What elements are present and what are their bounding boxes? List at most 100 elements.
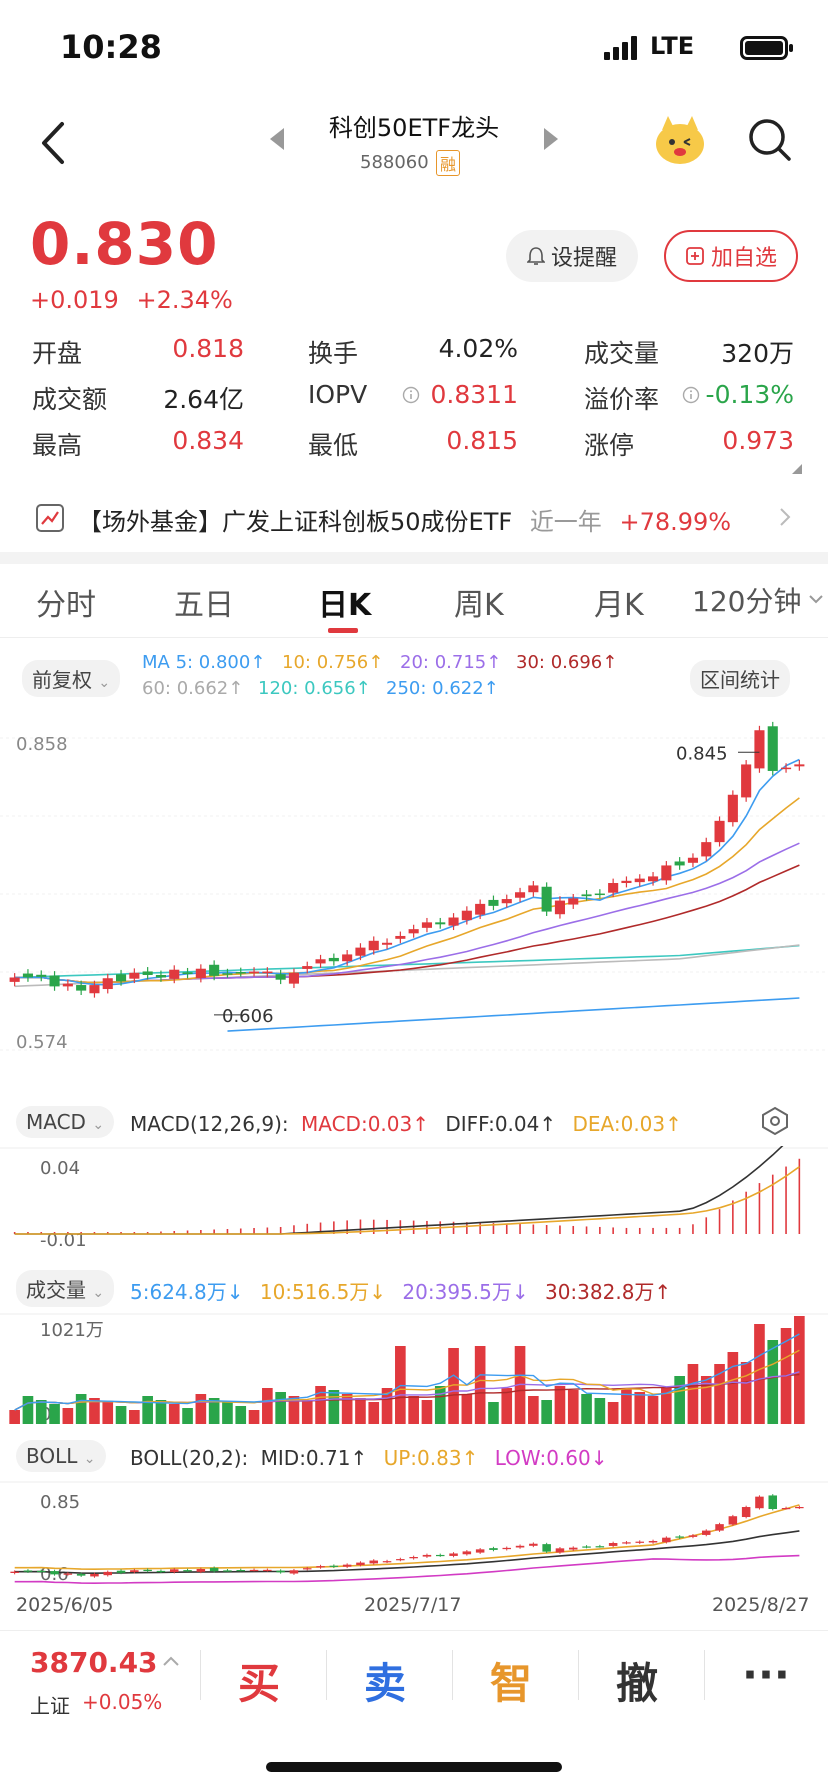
tab-4[interactable]: 月K xyxy=(594,588,644,623)
boll-candle-body xyxy=(515,1545,525,1548)
chevron-down-icon: ⌄ xyxy=(83,1451,96,1467)
boll-selector-label: BOLL xyxy=(26,1444,78,1468)
candle-body xyxy=(581,894,592,897)
boll-candle-body xyxy=(555,1548,565,1553)
macd-selector[interactable]: MACD ⌄ xyxy=(16,1106,115,1138)
boll-candle-body xyxy=(568,1547,578,1550)
volume-bar xyxy=(674,1376,685,1424)
macd-y-top: 0.04 xyxy=(40,1158,80,1179)
boll-candle-body xyxy=(63,1573,73,1575)
candle-body xyxy=(488,899,499,906)
trend-chart-icon xyxy=(36,504,64,532)
ma-line xyxy=(227,997,800,1032)
volume-bar xyxy=(129,1410,140,1424)
set-alert-button[interactable]: 设提醒 xyxy=(506,230,638,282)
quote-value: 0.8311 xyxy=(430,380,518,409)
candle-body xyxy=(514,892,526,898)
chevron-up-icon[interactable] xyxy=(162,1652,180,1671)
stock-code: 588060 xyxy=(360,152,429,173)
indicator-settings-button[interactable] xyxy=(760,1106,790,1140)
sell-button[interactable]: 卖 xyxy=(364,1659,407,1708)
ma-legend-item: 20: 0.715↑ xyxy=(400,652,502,673)
active-tab-indicator xyxy=(328,628,358,633)
tab-0[interactable]: 分时 xyxy=(36,588,96,623)
candle-body xyxy=(714,820,725,843)
stock-title: 科创50ETF龙头 xyxy=(328,114,500,142)
adjust-selector[interactable]: 前复权 ⌄ xyxy=(22,660,121,697)
volume-bar xyxy=(421,1400,433,1424)
diff-value: DIFF:0.04↑ xyxy=(445,1112,557,1136)
back-button[interactable] xyxy=(34,118,74,168)
smart-button[interactable]: 智 xyxy=(490,1659,533,1708)
bell-icon xyxy=(526,247,545,265)
related-fund-bar[interactable] xyxy=(0,490,828,546)
volume-bar xyxy=(408,1396,419,1424)
volume-bar xyxy=(448,1348,459,1424)
candle-body xyxy=(49,975,60,987)
candle-body xyxy=(647,876,659,882)
volume-bar xyxy=(49,1404,60,1424)
boll-candle-body xyxy=(103,1571,113,1576)
signal-icon xyxy=(604,36,640,60)
boll-candle-body xyxy=(263,1569,272,1572)
candle-body xyxy=(421,922,433,928)
boll-candle-body xyxy=(342,1564,352,1567)
chevron-down-icon[interactable] xyxy=(808,590,824,609)
boll-candle-body xyxy=(635,1541,645,1543)
candle-body xyxy=(275,974,286,980)
expand-corner-icon[interactable] xyxy=(792,464,802,474)
volume-bar xyxy=(301,1400,313,1424)
section-divider xyxy=(0,552,828,564)
candle-body xyxy=(741,764,752,798)
quote-value: 4.02% xyxy=(438,334,518,363)
buy-button[interactable]: 买 xyxy=(238,1659,281,1708)
boll-candle-body xyxy=(90,1573,99,1577)
candle-body xyxy=(661,865,672,881)
boll-selector[interactable]: BOLL ⌄ xyxy=(16,1440,106,1472)
cancel-order-button[interactable]: 撤 xyxy=(616,1659,659,1708)
boll-params: BOLL(20,2): xyxy=(130,1446,249,1470)
boll-y-top: 0.85 xyxy=(40,1492,80,1513)
divider xyxy=(200,1650,201,1700)
tab-5[interactable]: 120分钟 xyxy=(692,585,802,618)
margin-badge: 融 xyxy=(436,150,461,176)
vol-ma30: 30:382.8万↑ xyxy=(544,1280,672,1304)
volume-selector[interactable]: 成交量 ⌄ xyxy=(16,1270,115,1307)
quote-label: 最低 xyxy=(308,431,359,460)
tab-3[interactable]: 周K xyxy=(454,588,504,623)
volume-bar xyxy=(634,1392,646,1424)
vol-ma5: 5:624.8万↓ xyxy=(130,1280,244,1304)
chevron-down-icon: ⌄ xyxy=(92,1285,105,1301)
volume-bar xyxy=(541,1400,552,1424)
prev-stock-button[interactable] xyxy=(268,126,288,152)
boll-candle-body xyxy=(236,1570,246,1572)
tab-1[interactable]: 五日 xyxy=(174,588,234,623)
volume-bar xyxy=(488,1402,499,1424)
candle-body xyxy=(381,942,393,945)
candle-body xyxy=(89,985,100,994)
next-stock-button[interactable] xyxy=(540,126,560,152)
info-icon[interactable] xyxy=(402,386,420,408)
candle-body xyxy=(182,972,193,975)
boll-candle-body xyxy=(449,1553,458,1556)
add-watchlist-button[interactable]: 加自选 xyxy=(664,230,798,282)
candle-body xyxy=(395,935,406,939)
volume-bar xyxy=(195,1394,207,1424)
volume-bar xyxy=(647,1396,659,1424)
status-bar: 10:28 LTE xyxy=(0,0,828,100)
more-button[interactable]: ··· xyxy=(742,1650,790,1699)
mascot-button[interactable] xyxy=(652,112,708,168)
quote-label: 溢价率 xyxy=(584,385,660,414)
boll-candle-body xyxy=(316,1566,325,1568)
candle-body xyxy=(767,726,778,771)
candle-body xyxy=(368,940,379,951)
index-value[interactable]: 3870.43 xyxy=(30,1646,158,1679)
range-stats-button[interactable]: 区间统计 xyxy=(690,660,790,697)
tab-2[interactable]: 日K xyxy=(318,588,372,623)
search-button[interactable] xyxy=(746,116,794,164)
volume-y-top: 1021万 xyxy=(40,1320,104,1341)
info-icon[interactable] xyxy=(682,386,700,408)
vol-ma20: 20:395.5万↓ xyxy=(402,1280,529,1304)
kline-chart[interactable]: 0.858 0.574 0.845 0.606 xyxy=(0,712,828,1072)
candle-body xyxy=(235,972,246,974)
